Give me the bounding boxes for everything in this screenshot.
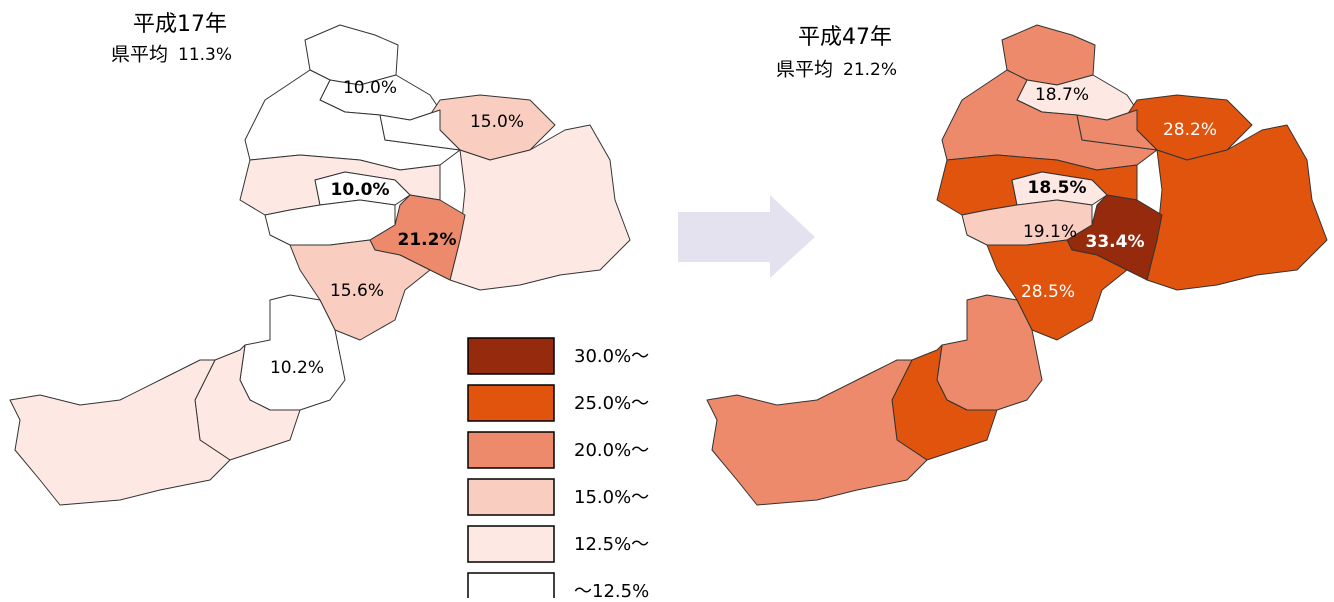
region-label: 18.5% (1028, 178, 1087, 198)
legend-swatch (467, 337, 555, 375)
average-label: 県平均 (111, 44, 168, 66)
map-title: 平成47年 (798, 25, 892, 50)
region-label: 28.5% (1021, 282, 1075, 302)
municipality (1066, 194, 1163, 281)
region-label: 18.7% (1035, 85, 1089, 105)
prefecture-map (706, 24, 1328, 506)
legend-swatch (467, 572, 555, 602)
region-label: 15.6% (330, 281, 384, 301)
legend-label: 12.5%～ (574, 534, 649, 555)
legend-label: ～12.5% (574, 581, 649, 598)
municipality (1076, 109, 1158, 151)
legend-swatch (467, 384, 555, 422)
average-value: 11.3% (178, 45, 232, 65)
legend-swatch (467, 478, 555, 516)
legend-label: 20.0%～ (574, 440, 649, 461)
region-label: 19.1% (1023, 222, 1077, 242)
municipality (379, 109, 461, 151)
legend-label: 25.0%～ (574, 393, 649, 414)
region-label: 10.0% (331, 180, 390, 200)
region-label: 15.0% (470, 112, 524, 132)
municipality (9, 359, 231, 506)
region-label: 21.2% (398, 230, 457, 250)
legend: 30.0%～ 25.0%～ 20.0%～ 15.0%～ 12.5%～ ～12.5% (467, 337, 649, 602)
legend-swatch (467, 431, 555, 469)
average-label: 県平均 (776, 59, 833, 81)
region-label: 33.4% (1086, 232, 1145, 252)
legend-swatch (467, 525, 555, 563)
legend-label: 30.0%～ (574, 346, 649, 367)
map-title: 平成17年 (133, 12, 227, 37)
region-label: 28.2% (1163, 120, 1217, 140)
municipality (369, 194, 466, 281)
arrow (678, 195, 815, 278)
legend-label: 15.0%～ (574, 487, 649, 508)
region-label: 10.0% (343, 78, 397, 98)
municipality (706, 359, 928, 506)
average-value: 21.2% (843, 60, 897, 80)
region-label: 10.2% (270, 358, 324, 378)
prefecture-map (9, 24, 631, 506)
